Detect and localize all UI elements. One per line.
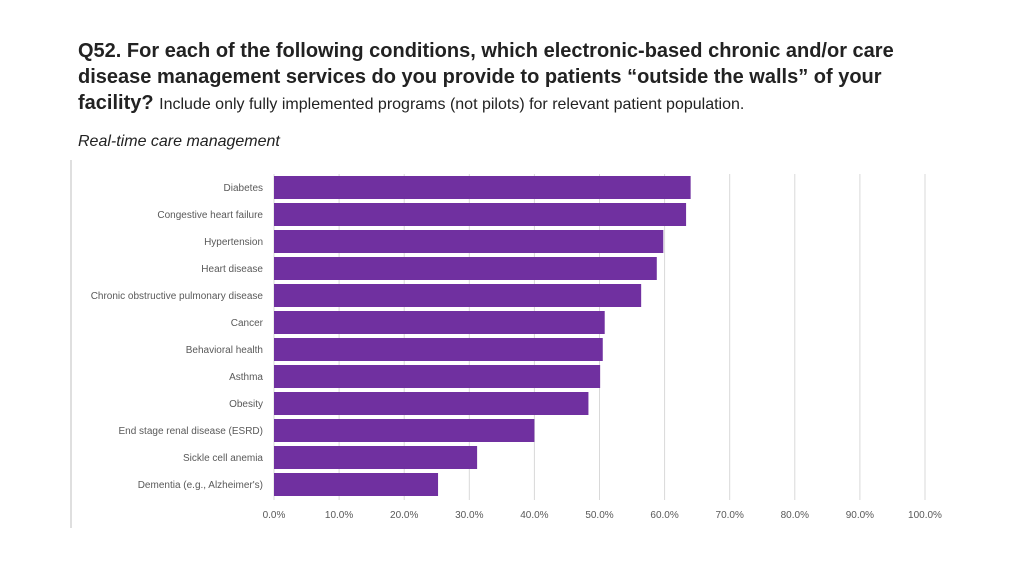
category-label: Dementia (e.g., Alzheimer's) [138, 480, 263, 491]
x-tick-label: 40.0% [520, 510, 548, 521]
category-label: Heart disease [201, 264, 263, 275]
category-label: Chronic obstructive pulmonary disease [91, 291, 264, 302]
category-label: Sickle cell anemia [183, 453, 263, 464]
category-label: Obesity [229, 399, 263, 410]
x-tick-label: 100.0% [908, 510, 942, 521]
gridlines [273, 174, 926, 500]
bars [274, 176, 691, 496]
question-title: Q52. For each of the following condition… [78, 38, 958, 118]
bar [274, 338, 603, 361]
x-tick-label: 90.0% [846, 510, 874, 521]
category-label: Congestive heart failure [157, 210, 263, 221]
category-label: Behavioral health [186, 345, 263, 356]
bar [274, 473, 439, 496]
category-label: Hypertension [204, 237, 263, 248]
x-tick-label: 80.0% [781, 510, 809, 521]
x-tick-label: 20.0% [390, 510, 418, 521]
x-tick-label: 70.0% [716, 510, 744, 521]
x-tick-label: 30.0% [455, 510, 483, 521]
question-note: Include only fully implemented programs … [159, 96, 745, 113]
x-tick-label: 60.0% [650, 510, 678, 521]
bar [274, 446, 478, 469]
x-tick-labels: 0.0% 10.0% 20.0% 30.0% 40.0% 50.0% 60.0% 70.0% 8… [263, 510, 942, 521]
bar [274, 419, 535, 442]
bar [274, 176, 691, 199]
category-labels: Diabetes Congestive heart failure Hyperten… [91, 183, 264, 491]
category-label: Asthma [229, 372, 263, 383]
question-text: Q52. For each of the following condition… [78, 40, 894, 114]
category-label: Cancer [231, 318, 264, 329]
category-label: Diabetes [224, 183, 263, 194]
x-tick-label: 50.0% [585, 510, 613, 521]
x-tick-label: 10.0% [325, 510, 353, 521]
chart-subtitle: Real-time care management [78, 133, 280, 150]
bar [274, 392, 589, 415]
bar [274, 311, 605, 334]
bar [274, 284, 642, 307]
x-tick-label: 0.0% [263, 510, 286, 521]
bar [274, 257, 657, 280]
bar [274, 203, 687, 226]
category-label: End stage renal disease (ESRD) [118, 426, 263, 437]
bar [274, 365, 601, 388]
bar [274, 230, 664, 253]
